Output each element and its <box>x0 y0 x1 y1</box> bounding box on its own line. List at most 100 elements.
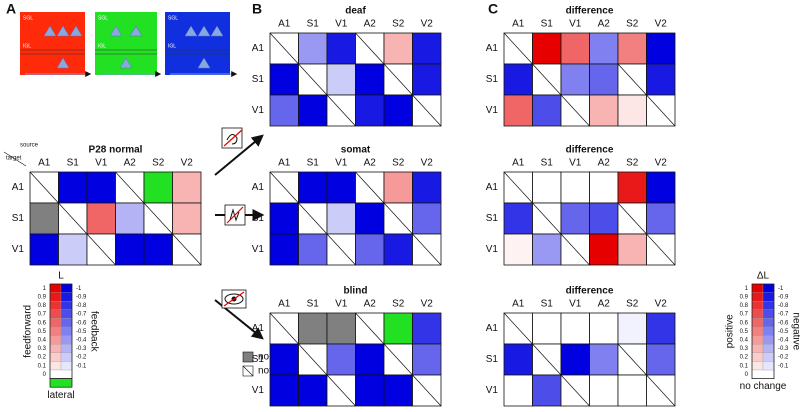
cell <box>646 312 676 345</box>
colorbar-tick: -0.5 <box>76 329 87 335</box>
colorbar-cell <box>751 352 764 362</box>
colorbar-cell <box>762 326 775 336</box>
cell <box>617 171 647 204</box>
column-label: S1 <box>541 299 554 310</box>
column-label: A1 <box>278 19 291 30</box>
colorbar-cell <box>49 283 62 293</box>
cell <box>298 32 328 65</box>
row-label: A1 <box>486 43 499 54</box>
cell <box>355 233 385 266</box>
matrix-title: blind <box>344 286 368 297</box>
column-label: V2 <box>421 158 434 169</box>
layer-label: SGL <box>98 15 108 21</box>
colorbar-tick: -0.9 <box>76 294 87 300</box>
cell <box>412 343 442 376</box>
not-applicable <box>143 202 173 235</box>
cell <box>58 233 88 266</box>
colorbar-tick: 0.7 <box>740 312 749 318</box>
colorbar-tick: -0.5 <box>778 329 789 335</box>
colorbar-cell <box>762 361 775 371</box>
row-label: S1 <box>486 213 499 224</box>
cell <box>560 32 590 65</box>
not-applicable <box>326 233 356 266</box>
cell <box>412 202 442 235</box>
row-label: A1 <box>486 182 499 193</box>
row-label: A1 <box>252 43 265 54</box>
colorbar-tick: 0 <box>43 372 47 378</box>
colorbar-cell <box>60 361 73 371</box>
row-label: S1 <box>486 74 499 85</box>
cell <box>143 233 173 266</box>
cell <box>617 32 647 65</box>
colorbar-tick: -0.1 <box>76 363 87 369</box>
colorbar-cell <box>751 326 764 336</box>
colorbar-cell <box>762 301 775 310</box>
not-applicable <box>503 312 533 345</box>
cell <box>617 374 647 407</box>
colorbar-cell <box>60 326 73 336</box>
cell <box>503 343 533 376</box>
cell <box>589 63 619 96</box>
cell <box>355 343 385 376</box>
cell <box>86 171 116 204</box>
matrix-title: deaf <box>345 6 366 17</box>
cell <box>589 233 619 266</box>
matrix-title: difference <box>566 286 614 297</box>
row-label: S1 <box>252 354 265 365</box>
axis-corner: source <box>20 143 39 149</box>
column-label: S1 <box>307 158 320 169</box>
not-applicable <box>532 63 562 96</box>
not-applicable <box>86 233 116 266</box>
not-applicable <box>172 233 202 266</box>
colorbar-tick: -0.8 <box>778 303 789 309</box>
cell <box>532 171 562 204</box>
column-label: S2 <box>626 19 639 30</box>
colorbar-tick: -0.3 <box>778 346 789 352</box>
column-label: A1 <box>278 158 291 169</box>
colorbar-tick: -0.6 <box>778 320 789 326</box>
colorbar-tick: 0.3 <box>740 346 749 352</box>
cell <box>269 233 299 266</box>
cell <box>383 374 413 407</box>
cell <box>298 233 328 266</box>
column-label: S1 <box>67 158 80 169</box>
cell <box>269 63 299 96</box>
cell <box>589 171 619 204</box>
cell <box>355 63 385 96</box>
cell <box>646 63 676 96</box>
cell <box>532 94 562 127</box>
cell <box>298 312 328 345</box>
colorbar-tick: -0.9 <box>778 294 789 300</box>
layer-label: IGL <box>168 43 176 49</box>
cell <box>589 202 619 235</box>
cell <box>383 312 413 345</box>
cell <box>560 202 590 235</box>
column-label: A2 <box>364 299 377 310</box>
colorbar-label: negative <box>790 312 800 350</box>
cell <box>355 94 385 127</box>
not-applicable <box>269 32 299 65</box>
row-label: S1 <box>252 213 265 224</box>
cell <box>326 343 356 376</box>
colorbar-tick: -0.8 <box>76 303 87 309</box>
not-applicable <box>326 94 356 127</box>
column-label: V2 <box>421 19 434 30</box>
cell <box>383 94 413 127</box>
column-label: V1 <box>569 19 582 30</box>
cell <box>269 343 299 376</box>
cell <box>503 374 533 407</box>
column-label: S2 <box>392 299 405 310</box>
colorbar-tick: 0.3 <box>38 346 47 352</box>
not-applicable <box>269 312 299 345</box>
row-label: V1 <box>252 105 265 116</box>
colorbar-cell <box>751 369 775 379</box>
cell <box>326 202 356 235</box>
colorbar-cell <box>60 301 73 310</box>
column-label: A1 <box>512 19 525 30</box>
cell <box>172 171 202 204</box>
cell <box>326 312 356 345</box>
colorbar-tick: 0.2 <box>38 355 47 361</box>
cell <box>269 202 299 235</box>
colorbar-cell <box>751 283 764 293</box>
cell <box>355 202 385 235</box>
